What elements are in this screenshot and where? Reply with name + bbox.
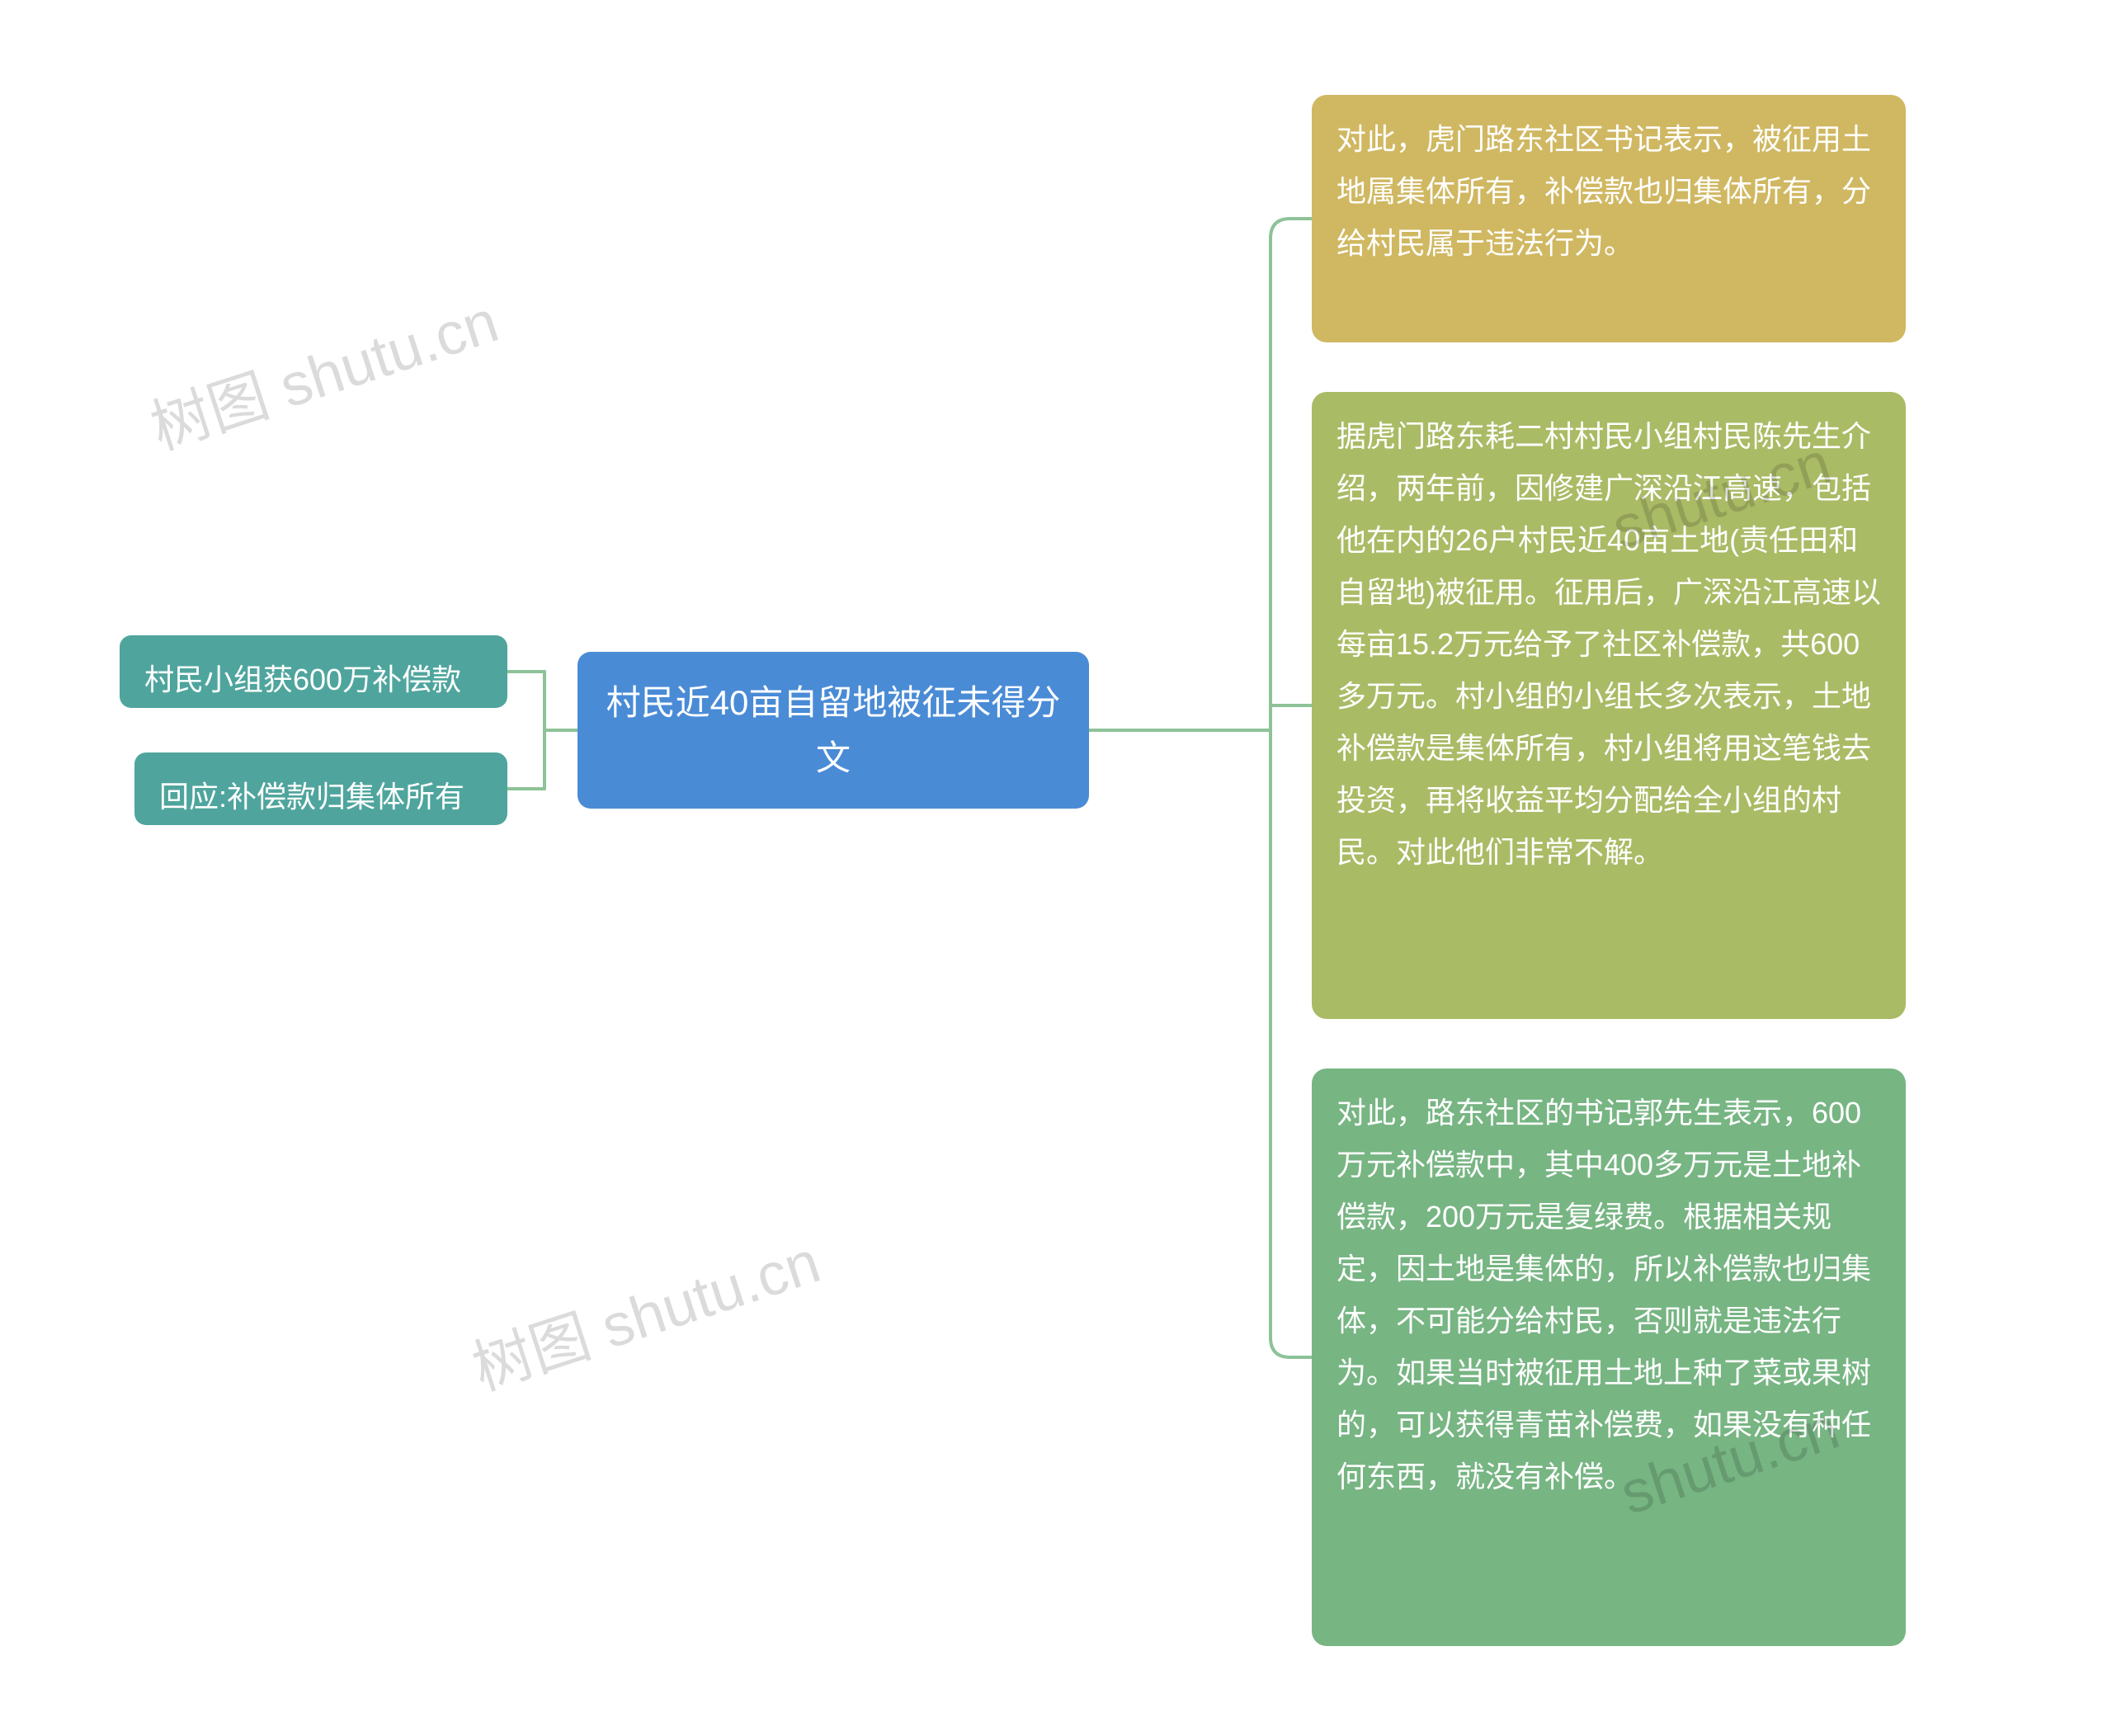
- right-node-text: 对此，虎门路东社区书记表示，被征用土地属集体所有，补偿款也归集体所有，分给村民属…: [1336, 122, 1871, 260]
- watermark: 树图 shutu.cn: [460, 1213, 829, 1407]
- right-node-text: 据虎门路东耗二村村民小组村民陈先生介绍，两年前，因修建广深沿江高速，包括他在内的…: [1336, 419, 1881, 869]
- center-node: 村民近40亩自留地被征未得分文: [578, 652, 1089, 809]
- center-node-text: 村民近40亩自留地被征未得分文: [602, 675, 1064, 785]
- left-node-response-collective: 回应:补偿款归集体所有: [134, 752, 507, 825]
- right-node-secretary-guo: 对此，路东社区的书记郭先生表示，600万元补偿款中，其中400多万元是土地补偿款…: [1312, 1068, 1906, 1646]
- right-node-text: 对此，路东社区的书记郭先生表示，600万元补偿款中，其中400多万元是土地补偿款…: [1336, 1096, 1871, 1493]
- watermark-text: 树图 shutu.cn: [144, 288, 507, 462]
- right-node-villager-story: 据虎门路东耗二村村民小组村民陈先生介绍，两年前，因修建广深沿江高速，包括他在内的…: [1312, 392, 1906, 1019]
- left-node-text: 回应:补偿款归集体所有: [159, 780, 464, 814]
- mindmap-canvas: { "layout": { "canvas_w": 2560, "canvas_…: [0, 0, 2112, 1736]
- left-node-compensation-600: 村民小组获600万补偿款: [120, 635, 507, 708]
- left-node-text: 村民小组获600万补偿款: [144, 663, 461, 696]
- watermark: 树图 shutu.cn: [139, 272, 507, 466]
- watermark-text: 树图 shutu.cn: [465, 1229, 828, 1403]
- right-node-secretary-statement: 对此，虎门路东社区书记表示，被征用土地属集体所有，补偿款也归集体所有，分给村民属…: [1312, 95, 1906, 342]
